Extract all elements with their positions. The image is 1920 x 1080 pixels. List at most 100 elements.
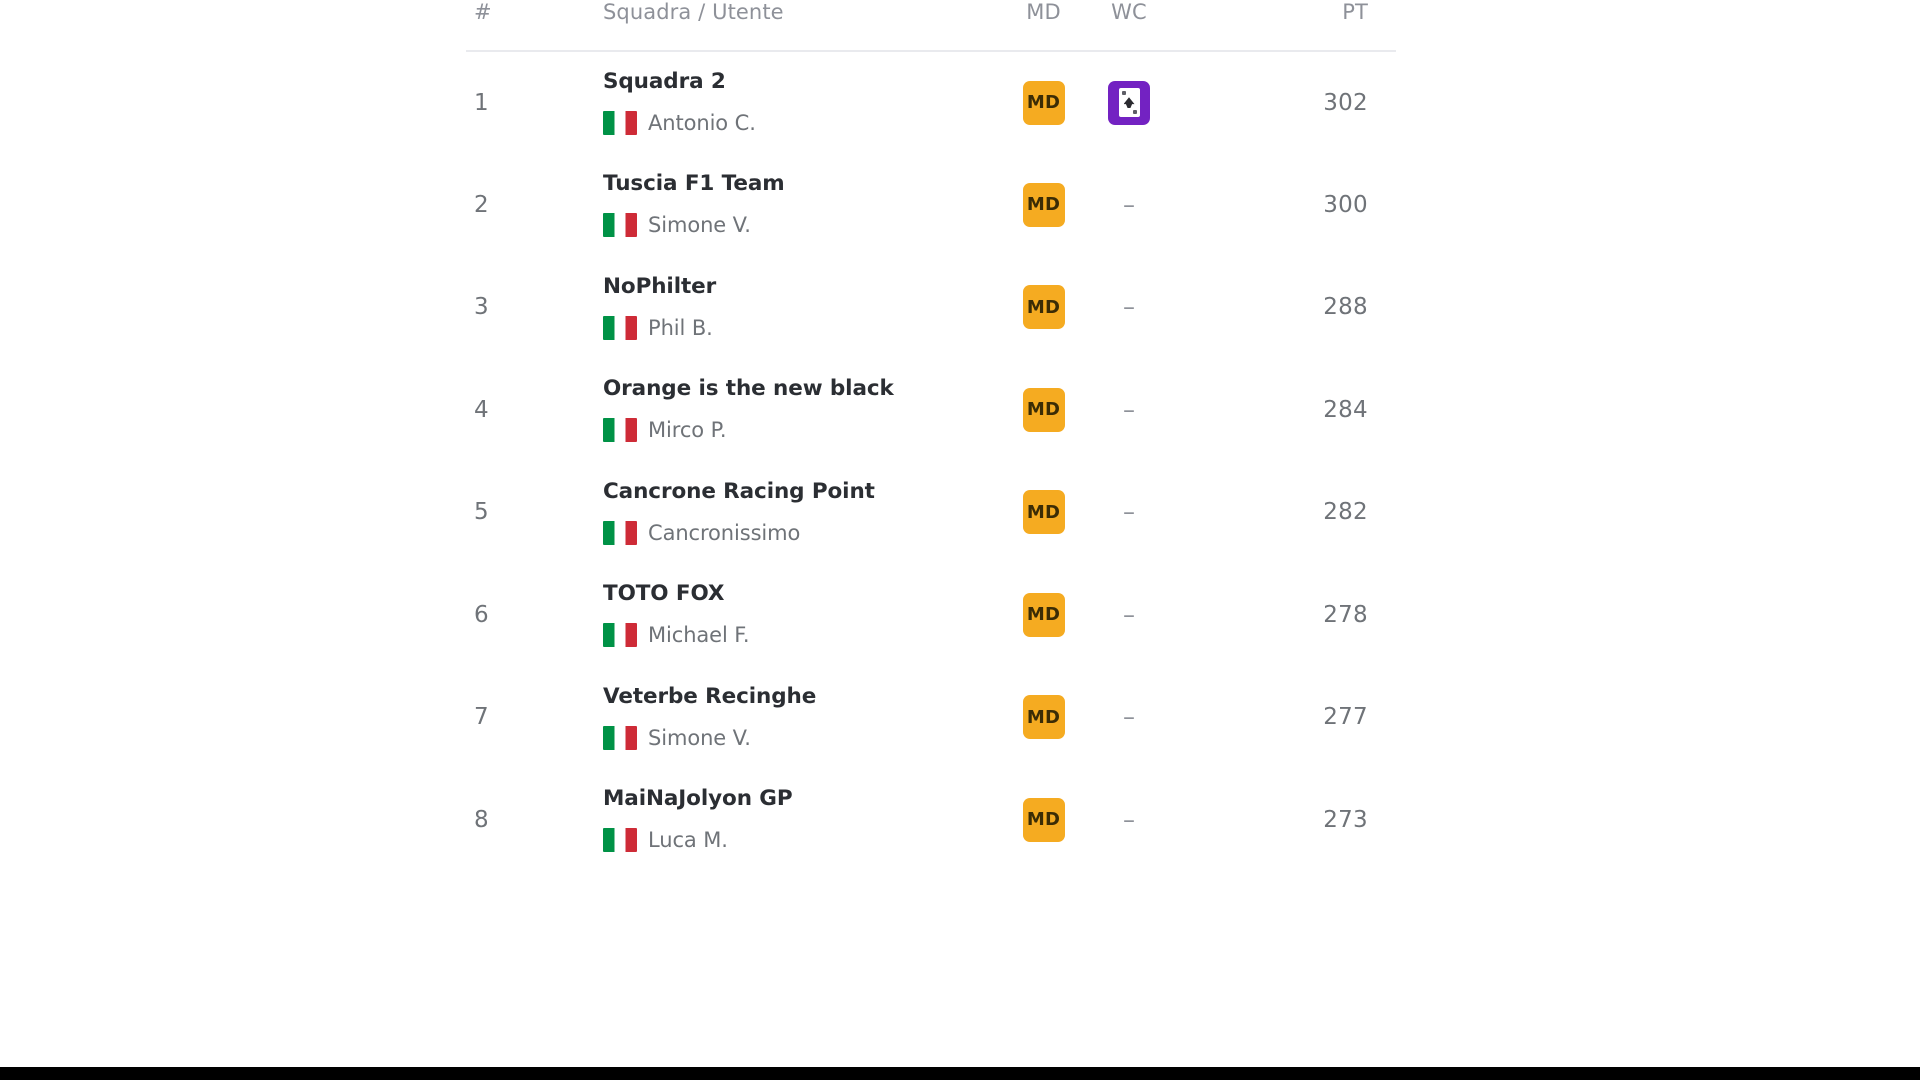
md-cell: MD <box>996 154 1091 257</box>
user-name[interactable]: Antonio C. <box>648 111 756 136</box>
wc-empty-dash: – <box>1123 190 1135 219</box>
italy-flag-icon <box>603 828 637 853</box>
rank-cell: 5 <box>474 499 489 526</box>
points-cell: 273 <box>1323 806 1368 833</box>
md-badge[interactable]: MD <box>1022 695 1065 740</box>
md-cell: MD <box>996 51 1091 154</box>
italy-flag-icon <box>603 725 637 750</box>
user-name[interactable]: Simone V. <box>648 213 751 238</box>
team-name[interactable]: Veterbe Recinghe <box>603 683 817 709</box>
wc-cell: – <box>1091 154 1201 257</box>
points-cell: 277 <box>1323 704 1368 731</box>
column-header-pt[interactable]: PT <box>1342 0 1368 24</box>
md-badge[interactable]: MD <box>1022 387 1065 432</box>
card-pip-icon <box>1123 97 1135 109</box>
team-name[interactable]: Orange is the new black <box>603 376 894 402</box>
wc-empty-dash: – <box>1123 703 1135 732</box>
table-header: # Squadra / Utente MD WC PT <box>466 0 1396 51</box>
md-badge[interactable]: MD <box>1022 182 1065 227</box>
standings-panel: # Squadra / Utente MD WC PT 1 Squadra 2 An… <box>466 0 1396 871</box>
standings-table: # Squadra / Utente MD WC PT 1 Squadra 2 An… <box>466 0 1396 871</box>
user-line: Simone V. <box>603 725 996 750</box>
italy-flag-icon <box>603 213 637 238</box>
points-cell: 278 <box>1323 601 1368 628</box>
points-cell: 284 <box>1323 396 1368 423</box>
table-row[interactable]: 6 TOTO FOX Michael F. MD – 278 <box>466 564 1396 667</box>
md-badge[interactable]: MD <box>1022 797 1065 842</box>
table-body: 1 Squadra 2 Antonio C. MD 302 2 Tuscia F1 Team… <box>466 51 1396 871</box>
md-badge[interactable]: MD <box>1022 490 1065 535</box>
rank-cell: 6 <box>474 601 489 628</box>
table-row[interactable]: 5 Cancrone Racing Point Cancronissimo MD – 28… <box>466 461 1396 564</box>
italy-flag-icon <box>603 418 637 443</box>
rank-cell: 2 <box>474 191 489 218</box>
team-name[interactable]: Tuscia F1 Team <box>603 171 785 197</box>
team-name[interactable]: Squadra 2 <box>603 69 726 95</box>
table-row[interactable]: 2 Tuscia F1 Team Simone V. MD – 300 <box>466 154 1396 257</box>
column-header-wc[interactable]: WC <box>1111 0 1147 24</box>
wc-cell: – <box>1091 359 1201 462</box>
md-cell: MD <box>996 769 1091 872</box>
team-name[interactable]: MaiNaJolyon GP <box>603 786 793 812</box>
user-line: Cancronissimo <box>603 520 996 545</box>
team-cell: Orange is the new black Mirco P. <box>561 359 996 462</box>
user-line: Phil B. <box>603 315 996 340</box>
joker-card-icon <box>1118 88 1140 118</box>
user-line: Michael F. <box>603 623 996 648</box>
team-name[interactable]: TOTO FOX <box>603 581 725 607</box>
column-header-team[interactable]: Squadra / Utente <box>603 0 784 24</box>
column-header-rank[interactable]: # <box>474 0 492 24</box>
team-cell: Tuscia F1 Team Simone V. <box>561 154 996 257</box>
wc-empty-dash: – <box>1123 805 1135 834</box>
points-cell: 302 <box>1323 89 1368 116</box>
wc-empty-dash: – <box>1123 498 1135 527</box>
points-cell: 282 <box>1323 499 1368 526</box>
user-name[interactable]: Phil B. <box>648 315 713 340</box>
user-line: Antonio C. <box>603 111 996 136</box>
user-name[interactable]: Simone V. <box>648 725 751 750</box>
team-cell: TOTO FOX Michael F. <box>561 564 996 667</box>
user-name[interactable]: Michael F. <box>648 623 750 648</box>
team-name[interactable]: NoPhilter <box>603 273 717 299</box>
md-cell: MD <box>996 256 1091 359</box>
rank-cell: 1 <box>474 89 489 116</box>
wc-cell: – <box>1091 564 1201 667</box>
wc-cell: – <box>1091 666 1201 769</box>
user-name[interactable]: Luca M. <box>648 828 728 853</box>
user-name[interactable]: Mirco P. <box>648 418 727 443</box>
team-cell: Cancrone Racing Point Cancronissimo <box>561 461 996 564</box>
italy-flag-icon <box>603 111 637 136</box>
user-line: Simone V. <box>603 213 996 238</box>
md-cell: MD <box>996 359 1091 462</box>
team-cell: MaiNaJolyon GP Luca M. <box>561 769 996 872</box>
wc-cell: – <box>1091 461 1201 564</box>
table-header-row: # Squadra / Utente MD WC PT <box>466 0 1396 51</box>
points-cell: 300 <box>1323 191 1368 218</box>
rank-cell: 8 <box>474 806 489 833</box>
points-cell: 288 <box>1323 294 1368 321</box>
user-line: Mirco P. <box>603 418 996 443</box>
md-badge[interactable]: MD <box>1022 592 1065 637</box>
column-header-md[interactable]: MD <box>1026 0 1061 24</box>
wc-empty-dash: – <box>1123 600 1135 629</box>
wc-cell <box>1091 51 1201 154</box>
team-name[interactable]: Cancrone Racing Point <box>603 478 875 504</box>
wc-empty-dash: – <box>1123 293 1135 322</box>
table-row[interactable]: 3 NoPhilter Phil B. MD – 288 <box>466 256 1396 359</box>
table-row[interactable]: 8 MaiNaJolyon GP Luca M. MD – 273 <box>466 769 1396 872</box>
md-badge[interactable]: MD <box>1022 285 1065 330</box>
md-cell: MD <box>996 564 1091 667</box>
team-cell: Veterbe Recinghe Simone V. <box>561 666 996 769</box>
table-row[interactable]: 7 Veterbe Recinghe Simone V. MD – 277 <box>466 666 1396 769</box>
md-badge[interactable]: MD <box>1022 80 1065 125</box>
md-cell: MD <box>996 666 1091 769</box>
table-row[interactable]: 1 Squadra 2 Antonio C. MD 302 <box>466 51 1396 154</box>
team-cell: Squadra 2 Antonio C. <box>561 51 996 154</box>
italy-flag-icon <box>603 623 637 648</box>
md-cell: MD <box>996 461 1091 564</box>
table-row[interactable]: 4 Orange is the new black Mirco P. MD – 284 <box>466 359 1396 462</box>
wc-joker-badge[interactable] <box>1108 80 1150 125</box>
rank-cell: 4 <box>474 396 489 423</box>
user-name[interactable]: Cancronissimo <box>648 520 801 545</box>
